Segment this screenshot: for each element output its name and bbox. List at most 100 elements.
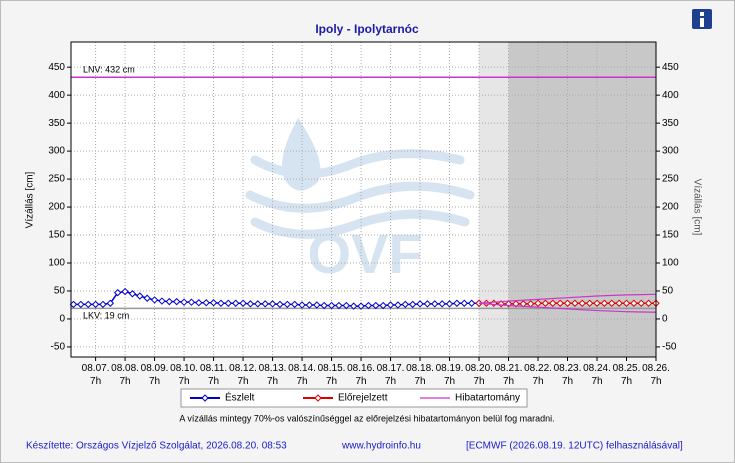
- data-point: [261, 300, 269, 308]
- data-point: [239, 299, 247, 307]
- data-point: [541, 299, 550, 307]
- y-tick-label: 350: [48, 118, 65, 129]
- data-point: [113, 288, 122, 297]
- x-tick-label: 08.13. 7h: [258, 363, 287, 387]
- legend-label: Hibatartomány: [455, 393, 520, 404]
- y-tick-label: 100: [48, 258, 65, 269]
- data-point: [84, 300, 92, 309]
- x-tick-label: 08.17. 7h: [376, 363, 405, 387]
- data-point: [423, 300, 432, 308]
- x-tick-label: 08.08. 7h: [111, 363, 139, 387]
- data-point: [128, 290, 137, 298]
- data-point: [549, 299, 557, 307]
- data-point: [77, 300, 85, 309]
- legend-marker: [314, 394, 322, 402]
- data-point: [571, 299, 579, 307]
- data-point: [401, 300, 409, 309]
- data-point: [231, 299, 240, 307]
- x-tick-label: 08.23. 7h: [553, 363, 582, 387]
- x-tick-label: 08.15. 7h: [317, 363, 346, 387]
- x-tick-label: 08.20. 7h: [465, 363, 493, 387]
- data-point: [246, 300, 255, 308]
- x-tick-label: 08.24. 7h: [583, 363, 611, 387]
- y2-tick-label: 100: [662, 258, 679, 269]
- data-point: [290, 300, 299, 309]
- y-tick-label: 200: [48, 202, 65, 213]
- data-point: [195, 299, 203, 307]
- data-point: [106, 299, 115, 307]
- data-point: [608, 299, 616, 307]
- data-point: [327, 301, 336, 310]
- data-point: [349, 302, 358, 310]
- y-tick-label: -50: [51, 342, 66, 353]
- data-point: [578, 299, 586, 307]
- info-icon[interactable]: [692, 9, 712, 29]
- footer-source: [ECMWF (2026.08.19. 12UTC) felhasználásá…: [466, 441, 683, 452]
- data-point: [644, 299, 653, 307]
- data-point: [335, 301, 343, 310]
- data-point: [172, 297, 181, 306]
- y2-tick-label: 250: [662, 174, 679, 185]
- x-tick-label: 08.21. 7h: [494, 363, 523, 387]
- data-point: [364, 301, 373, 310]
- data-point: [150, 296, 159, 304]
- data-point: [408, 300, 417, 309]
- data-point: [298, 301, 306, 309]
- data-point: [254, 300, 262, 308]
- y2-tick-label: -50: [662, 342, 677, 353]
- y-axis-title: Vízállás [cm]: [25, 171, 36, 228]
- grid: [67, 42, 660, 361]
- data-point: [209, 299, 218, 307]
- y2-axis-title: Vízállás [cm]: [691, 179, 702, 236]
- plot-content: LNV: 432 cm LKV: 19 cm: [69, 65, 660, 321]
- legend-label: Észlelt: [225, 391, 255, 404]
- data-point: [283, 300, 292, 309]
- forecast-shade: [479, 42, 509, 357]
- data-point: [158, 297, 166, 305]
- footer-credit: Készítette: Országos Vízjelző Szolgálat,…: [26, 441, 287, 452]
- y2-tick-label: 200: [662, 202, 679, 213]
- y2-tick-label: 450: [662, 62, 679, 73]
- legend-box: [180, 388, 528, 408]
- data-point: [187, 298, 196, 306]
- data-point: [91, 300, 100, 309]
- x-tick-label: 08.18. 7h: [406, 363, 434, 387]
- data-point: [445, 300, 454, 308]
- y-tick-label: 0: [59, 314, 65, 325]
- data-point: [276, 300, 284, 309]
- data-point: [460, 299, 468, 307]
- y2-tick-label: 0: [662, 314, 668, 325]
- data-point: [379, 301, 387, 310]
- x-tick-label: 08.10. 7h: [170, 363, 198, 387]
- data-point: [121, 287, 129, 296]
- data-point: [320, 301, 328, 310]
- data-point: [467, 299, 476, 307]
- y-tick-label: 400: [48, 90, 65, 101]
- data-point: [305, 301, 314, 309]
- data-point: [556, 299, 564, 307]
- data-point: [165, 297, 174, 306]
- data-point: [534, 299, 542, 307]
- y2-tick-label: 50: [662, 286, 674, 297]
- data-point: [475, 299, 483, 307]
- x-tick-label: 08.22. 7h: [524, 363, 552, 387]
- data-point: [615, 299, 623, 307]
- data-point: [416, 300, 424, 308]
- x-tick-label: 08.19. 7h: [435, 363, 464, 387]
- data-point: [431, 300, 439, 308]
- data-point: [386, 301, 395, 309]
- y2-tick-label: 300: [662, 146, 679, 157]
- footer-url[interactable]: www.hydroinfo.hu: [341, 441, 421, 452]
- y-tick-label: 300: [48, 146, 65, 157]
- y-tick-label: 50: [54, 286, 66, 297]
- watermark-logo: [245, 118, 475, 239]
- data-point: [99, 300, 107, 309]
- data-point: [630, 299, 638, 307]
- data-point: [357, 302, 365, 310]
- x-tick-label: 08.11. 7h: [200, 363, 228, 387]
- x-tick-label: 08.26. 7h: [642, 363, 670, 387]
- data-point: [438, 300, 446, 308]
- y2-tick-label: 150: [662, 230, 679, 241]
- x-tick-label: 08.14. 7h: [288, 363, 316, 387]
